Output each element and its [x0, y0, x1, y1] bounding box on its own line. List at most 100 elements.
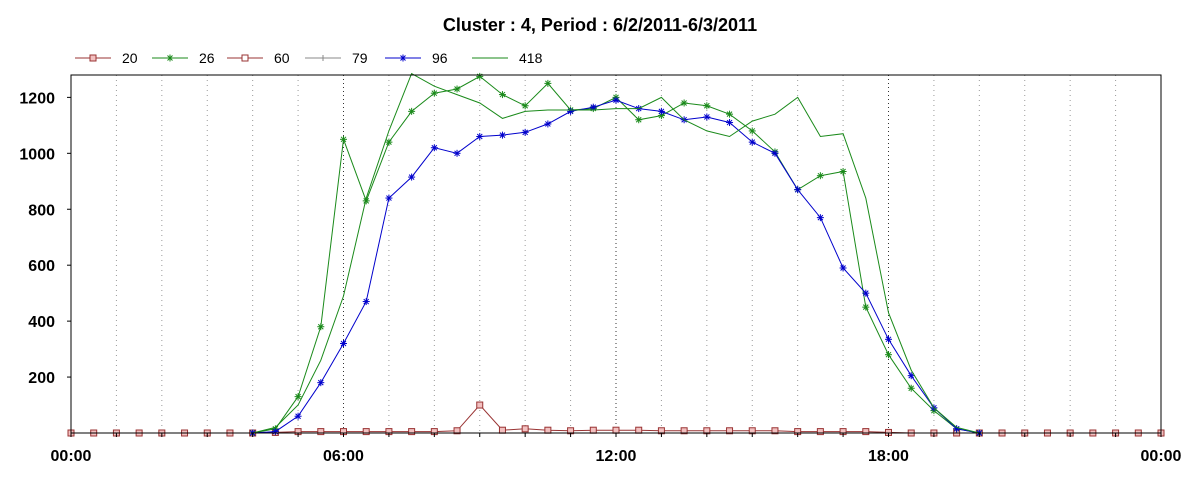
data-point [589, 103, 597, 111]
data-point [862, 289, 870, 297]
legend: 20 26 60 79 96 418 [75, 50, 543, 66]
data-point [294, 412, 302, 420]
data-point [726, 119, 734, 127]
x-axis: 00:00 06:00 12:00 18:00 00:00 [51, 433, 1182, 465]
data-point [408, 107, 416, 115]
data-point [612, 96, 620, 104]
data-point [862, 428, 870, 436]
series-line-418 [252, 72, 980, 434]
data-point [408, 428, 416, 436]
legend-marker [241, 54, 249, 62]
legend-item-418: 418 [472, 50, 543, 66]
legend-label: 79 [352, 50, 368, 66]
y-tick-label: 1000 [19, 146, 55, 163]
data-point [771, 427, 779, 435]
data-point [317, 323, 325, 331]
data-point [453, 85, 461, 93]
data-point [748, 127, 756, 135]
data-point [521, 128, 529, 136]
data-point [862, 303, 870, 311]
data-point [953, 425, 961, 433]
data-point [589, 426, 597, 434]
legend-item-20: 20 [75, 50, 138, 66]
data-point [476, 401, 484, 409]
data-point [340, 340, 347, 347]
data-point [885, 335, 892, 343]
legend-label: 60 [274, 50, 290, 66]
data-point [498, 426, 506, 434]
data-point [362, 298, 370, 306]
legend-marker [320, 55, 326, 61]
legend-item-26: 26 [152, 50, 215, 66]
data-point [385, 194, 393, 202]
data-point [907, 372, 915, 380]
legend-item-96: 96 [385, 50, 448, 66]
y-tick-label: 600 [28, 258, 55, 275]
data-point [612, 426, 620, 434]
data-point [816, 214, 824, 222]
data-point [839, 167, 847, 175]
data-point [340, 135, 347, 143]
x-tick-label: 00:00 [51, 448, 92, 465]
data-point [816, 428, 824, 436]
data-point [476, 133, 484, 141]
data-point [294, 393, 302, 401]
y-tick-label: 800 [28, 202, 55, 219]
data-point [635, 116, 643, 124]
legend-label: 20 [122, 50, 138, 66]
data-point [771, 149, 779, 157]
data-point [430, 89, 438, 97]
data-point [521, 425, 529, 433]
data-point [362, 428, 370, 436]
data-point [544, 120, 552, 128]
data-point [544, 426, 552, 434]
data-point [521, 102, 529, 110]
x-tick-label: 18:00 [868, 448, 909, 465]
data-point [476, 72, 484, 80]
legend-marker [89, 54, 97, 62]
data-point [567, 107, 575, 115]
legend-item-79: 79 [305, 50, 368, 66]
x-tick-label: 00:00 [1141, 448, 1182, 465]
y-tick-label: 400 [28, 314, 55, 331]
data-point [635, 426, 643, 434]
data-point [703, 102, 711, 110]
data-point [271, 428, 279, 436]
legend-label: 26 [199, 50, 215, 66]
data-point [408, 173, 416, 181]
data-point [657, 107, 665, 115]
data-point [703, 113, 711, 121]
data-point [816, 172, 824, 180]
data-point [839, 264, 847, 272]
data-point [498, 131, 506, 139]
data-point [885, 351, 892, 359]
data-point [680, 99, 688, 107]
data-point [453, 149, 461, 157]
chart-title: Cluster : 4, Period : 6/2/2011-6/3/2011 [443, 15, 757, 35]
x-tick-label: 06:00 [323, 448, 364, 465]
x-tick-label: 12:00 [596, 448, 637, 465]
data-point [498, 91, 506, 99]
y-axis: 200 400 600 800 1000 1200 [19, 90, 71, 387]
legend-marker [399, 54, 407, 62]
data-point [317, 428, 325, 436]
legend-label: 96 [432, 50, 448, 66]
data-point [430, 144, 438, 152]
data-point [385, 138, 393, 146]
y-tick-label: 1200 [19, 90, 55, 107]
data-point [726, 110, 734, 118]
data-point [544, 79, 552, 87]
y-tick-label: 200 [28, 370, 55, 387]
data-point [748, 138, 756, 146]
series-418 [252, 72, 980, 434]
legend-item-60: 60 [227, 50, 290, 66]
data-point [726, 427, 734, 435]
data-point [794, 186, 802, 194]
legend-marker [166, 54, 174, 62]
legend-label: 418 [519, 50, 543, 66]
data-point [680, 427, 688, 435]
data-point [453, 427, 461, 435]
data-point [907, 384, 915, 392]
